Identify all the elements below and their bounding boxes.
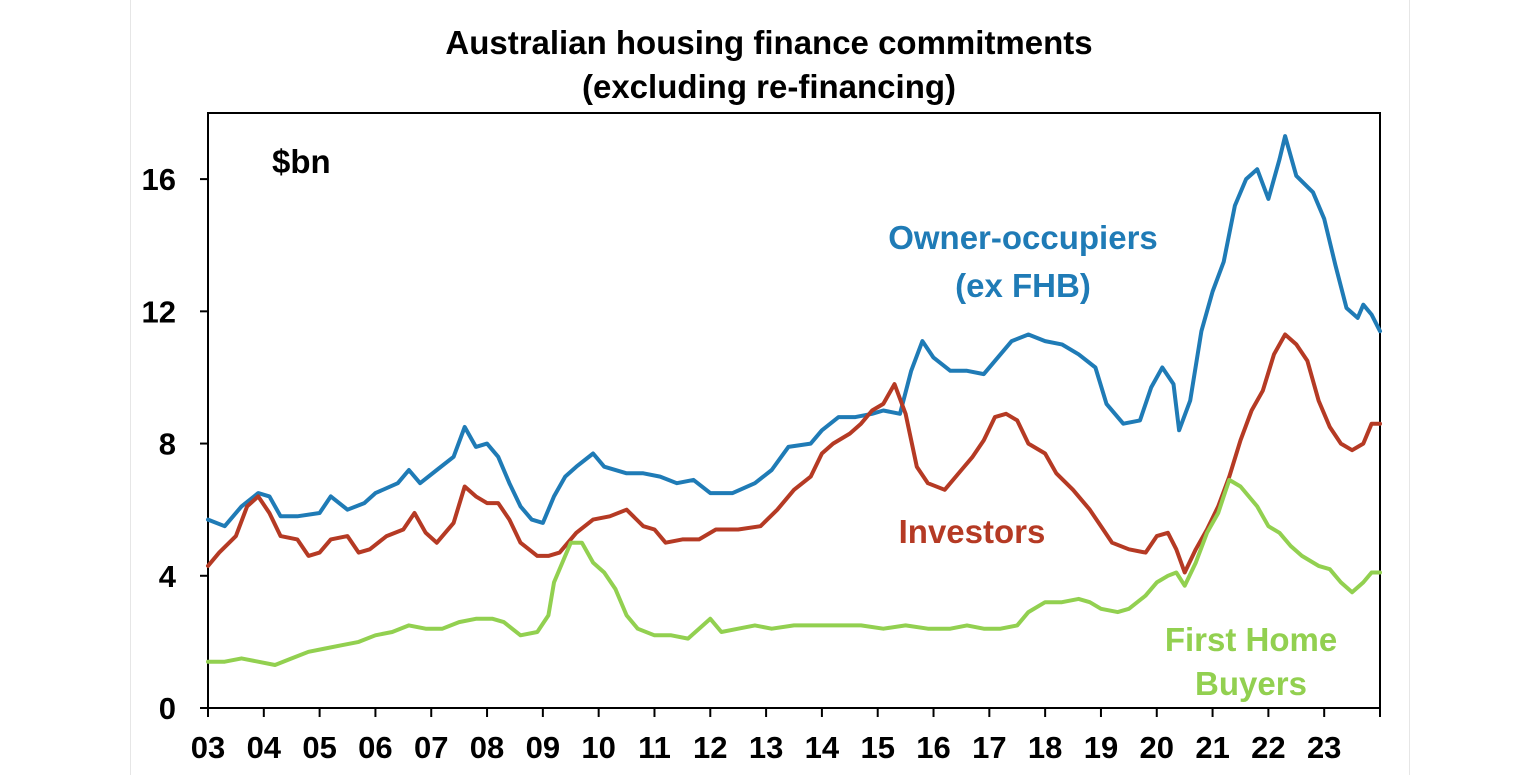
x-tick-label: 21	[1195, 730, 1229, 765]
owner-occupiers-label: Owner-occupiers	[888, 219, 1158, 256]
x-tick-label: 22	[1251, 730, 1285, 765]
x-tick-label: 11	[638, 730, 671, 765]
x-tick-label: 10	[581, 730, 615, 765]
plot-area-frame	[207, 112, 1381, 709]
y-tick-label: 8	[159, 427, 176, 462]
first-home-buyers-line	[206, 477, 1382, 667]
x-axis: 03 04 05 06 07 08 09 10 11 12 13 14 15 16 17 18 19 20 21 22…	[191, 708, 1381, 765]
x-tick-label: 04	[247, 730, 282, 765]
unit-label: $bn	[272, 143, 331, 180]
x-tick-label: 15	[860, 730, 894, 765]
y-tick-label: 0	[159, 691, 176, 726]
first-home-buyers-label: First Home	[1165, 621, 1337, 658]
x-tick-label: 13	[749, 730, 783, 765]
y-tick-label: 4	[159, 559, 177, 594]
chart-subtitle: (excluding re-financing)	[581, 68, 957, 105]
y-axis: 0 4 8 12 16	[142, 162, 208, 726]
x-tick-label: 14	[805, 730, 840, 765]
x-tick-label: 05	[302, 730, 336, 765]
x-tick-label: 07	[414, 730, 448, 765]
x-tick-label: 08	[470, 730, 504, 765]
x-tick-label: 06	[358, 730, 392, 765]
y-tick-label: 16	[142, 162, 176, 197]
investors-label: Investors	[899, 513, 1046, 550]
owner-occupiers-line	[206, 134, 1382, 529]
owner-occupiers-sublabel: (ex FHB)	[955, 267, 1091, 304]
chart-title: Australian housing finance commitments	[445, 24, 1093, 61]
y-tick-label: 12	[142, 294, 176, 329]
x-tick-label: 09	[526, 730, 560, 765]
series-lines	[206, 134, 1382, 667]
x-tick-label: 16	[916, 730, 950, 765]
x-tick-label: 17	[972, 730, 1006, 765]
x-tick-label: 12	[693, 730, 727, 765]
x-tick-label: 19	[1084, 730, 1118, 765]
x-tick-label: 20	[1140, 730, 1174, 765]
first-home-buyers-sublabel: Buyers	[1195, 665, 1307, 702]
x-tick-label: 03	[191, 730, 225, 765]
investors-line	[206, 332, 1382, 575]
x-tick-label: 23	[1307, 730, 1341, 765]
x-tick-label: 18	[1028, 730, 1062, 765]
